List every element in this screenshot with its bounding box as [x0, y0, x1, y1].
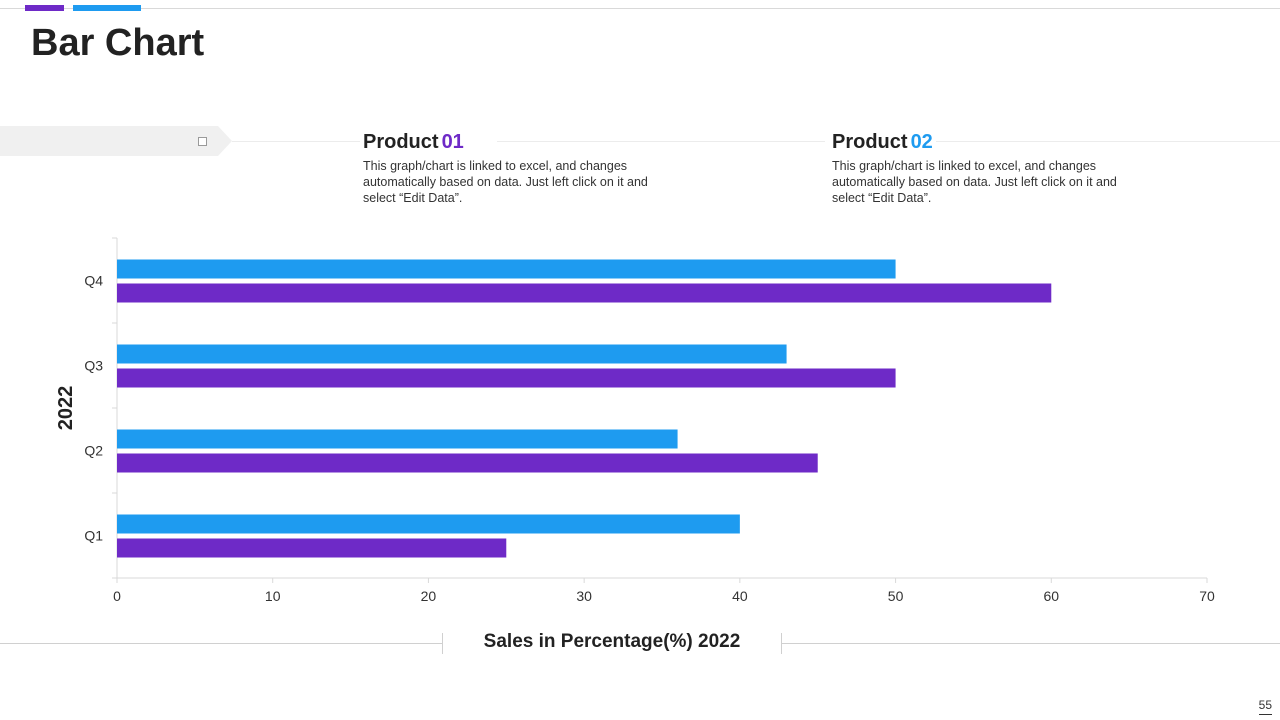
accent-bar-purple [25, 5, 64, 11]
bar-q3-series-1 [117, 344, 787, 364]
connector-line-2 [497, 141, 825, 142]
connector-line-3 [936, 141, 1280, 142]
x-tick-label: 30 [576, 588, 592, 604]
bar-q2-series-1 [117, 429, 678, 449]
accent-bar-blue [73, 5, 141, 11]
y-tick-label: Q4 [84, 273, 103, 289]
product-01-label: Product [363, 131, 439, 153]
product-02-description: This graph/chart is linked to excel, and… [832, 159, 1117, 205]
x-tick-label: 60 [1043, 588, 1059, 604]
bar-q3-series-2 [117, 368, 896, 388]
product-01-number: 01 [441, 131, 464, 153]
bar-q1-series-2 [117, 538, 507, 558]
x-title-bracket-left [442, 633, 443, 654]
x-tick-label: 50 [888, 588, 904, 604]
product-02-number: 02 [910, 131, 933, 153]
x-tick-label: 20 [421, 588, 437, 604]
x-title-line-right [782, 643, 1280, 644]
x-title-line-left [0, 643, 442, 644]
x-axis-title: Sales in Percentage(%) 2022 [483, 631, 741, 652]
page-number: 55 [1258, 698, 1272, 715]
y-tick-label: Q2 [84, 443, 103, 459]
page-title: Bar Chart [31, 22, 205, 64]
product-02-label: Product [832, 131, 908, 153]
ribbon-shape [0, 126, 232, 156]
product-01-description: This graph/chart is linked to excel, and… [363, 159, 648, 205]
x-tick-label: 0 [113, 588, 121, 604]
bar-q4-series-2 [117, 283, 1052, 303]
bar-q1-series-1 [117, 514, 740, 534]
product-01-heading: Product 01 [363, 131, 464, 154]
x-tick-label: 40 [732, 588, 748, 604]
product-02-heading: Product 02 [832, 131, 933, 154]
square-marker-icon [198, 137, 207, 146]
bar-q4-series-1 [117, 259, 896, 279]
bar-q2-series-2 [117, 453, 818, 473]
connector-line-1 [232, 141, 360, 142]
y-tick-label: Q1 [84, 528, 103, 544]
y-axis-title: 2022 [55, 386, 77, 431]
x-title-bracket-right [781, 633, 782, 654]
y-tick-label: Q3 [84, 358, 103, 374]
x-tick-label: 10 [265, 588, 281, 604]
x-tick-label: 70 [1199, 588, 1215, 604]
top-divider [0, 8, 1280, 9]
